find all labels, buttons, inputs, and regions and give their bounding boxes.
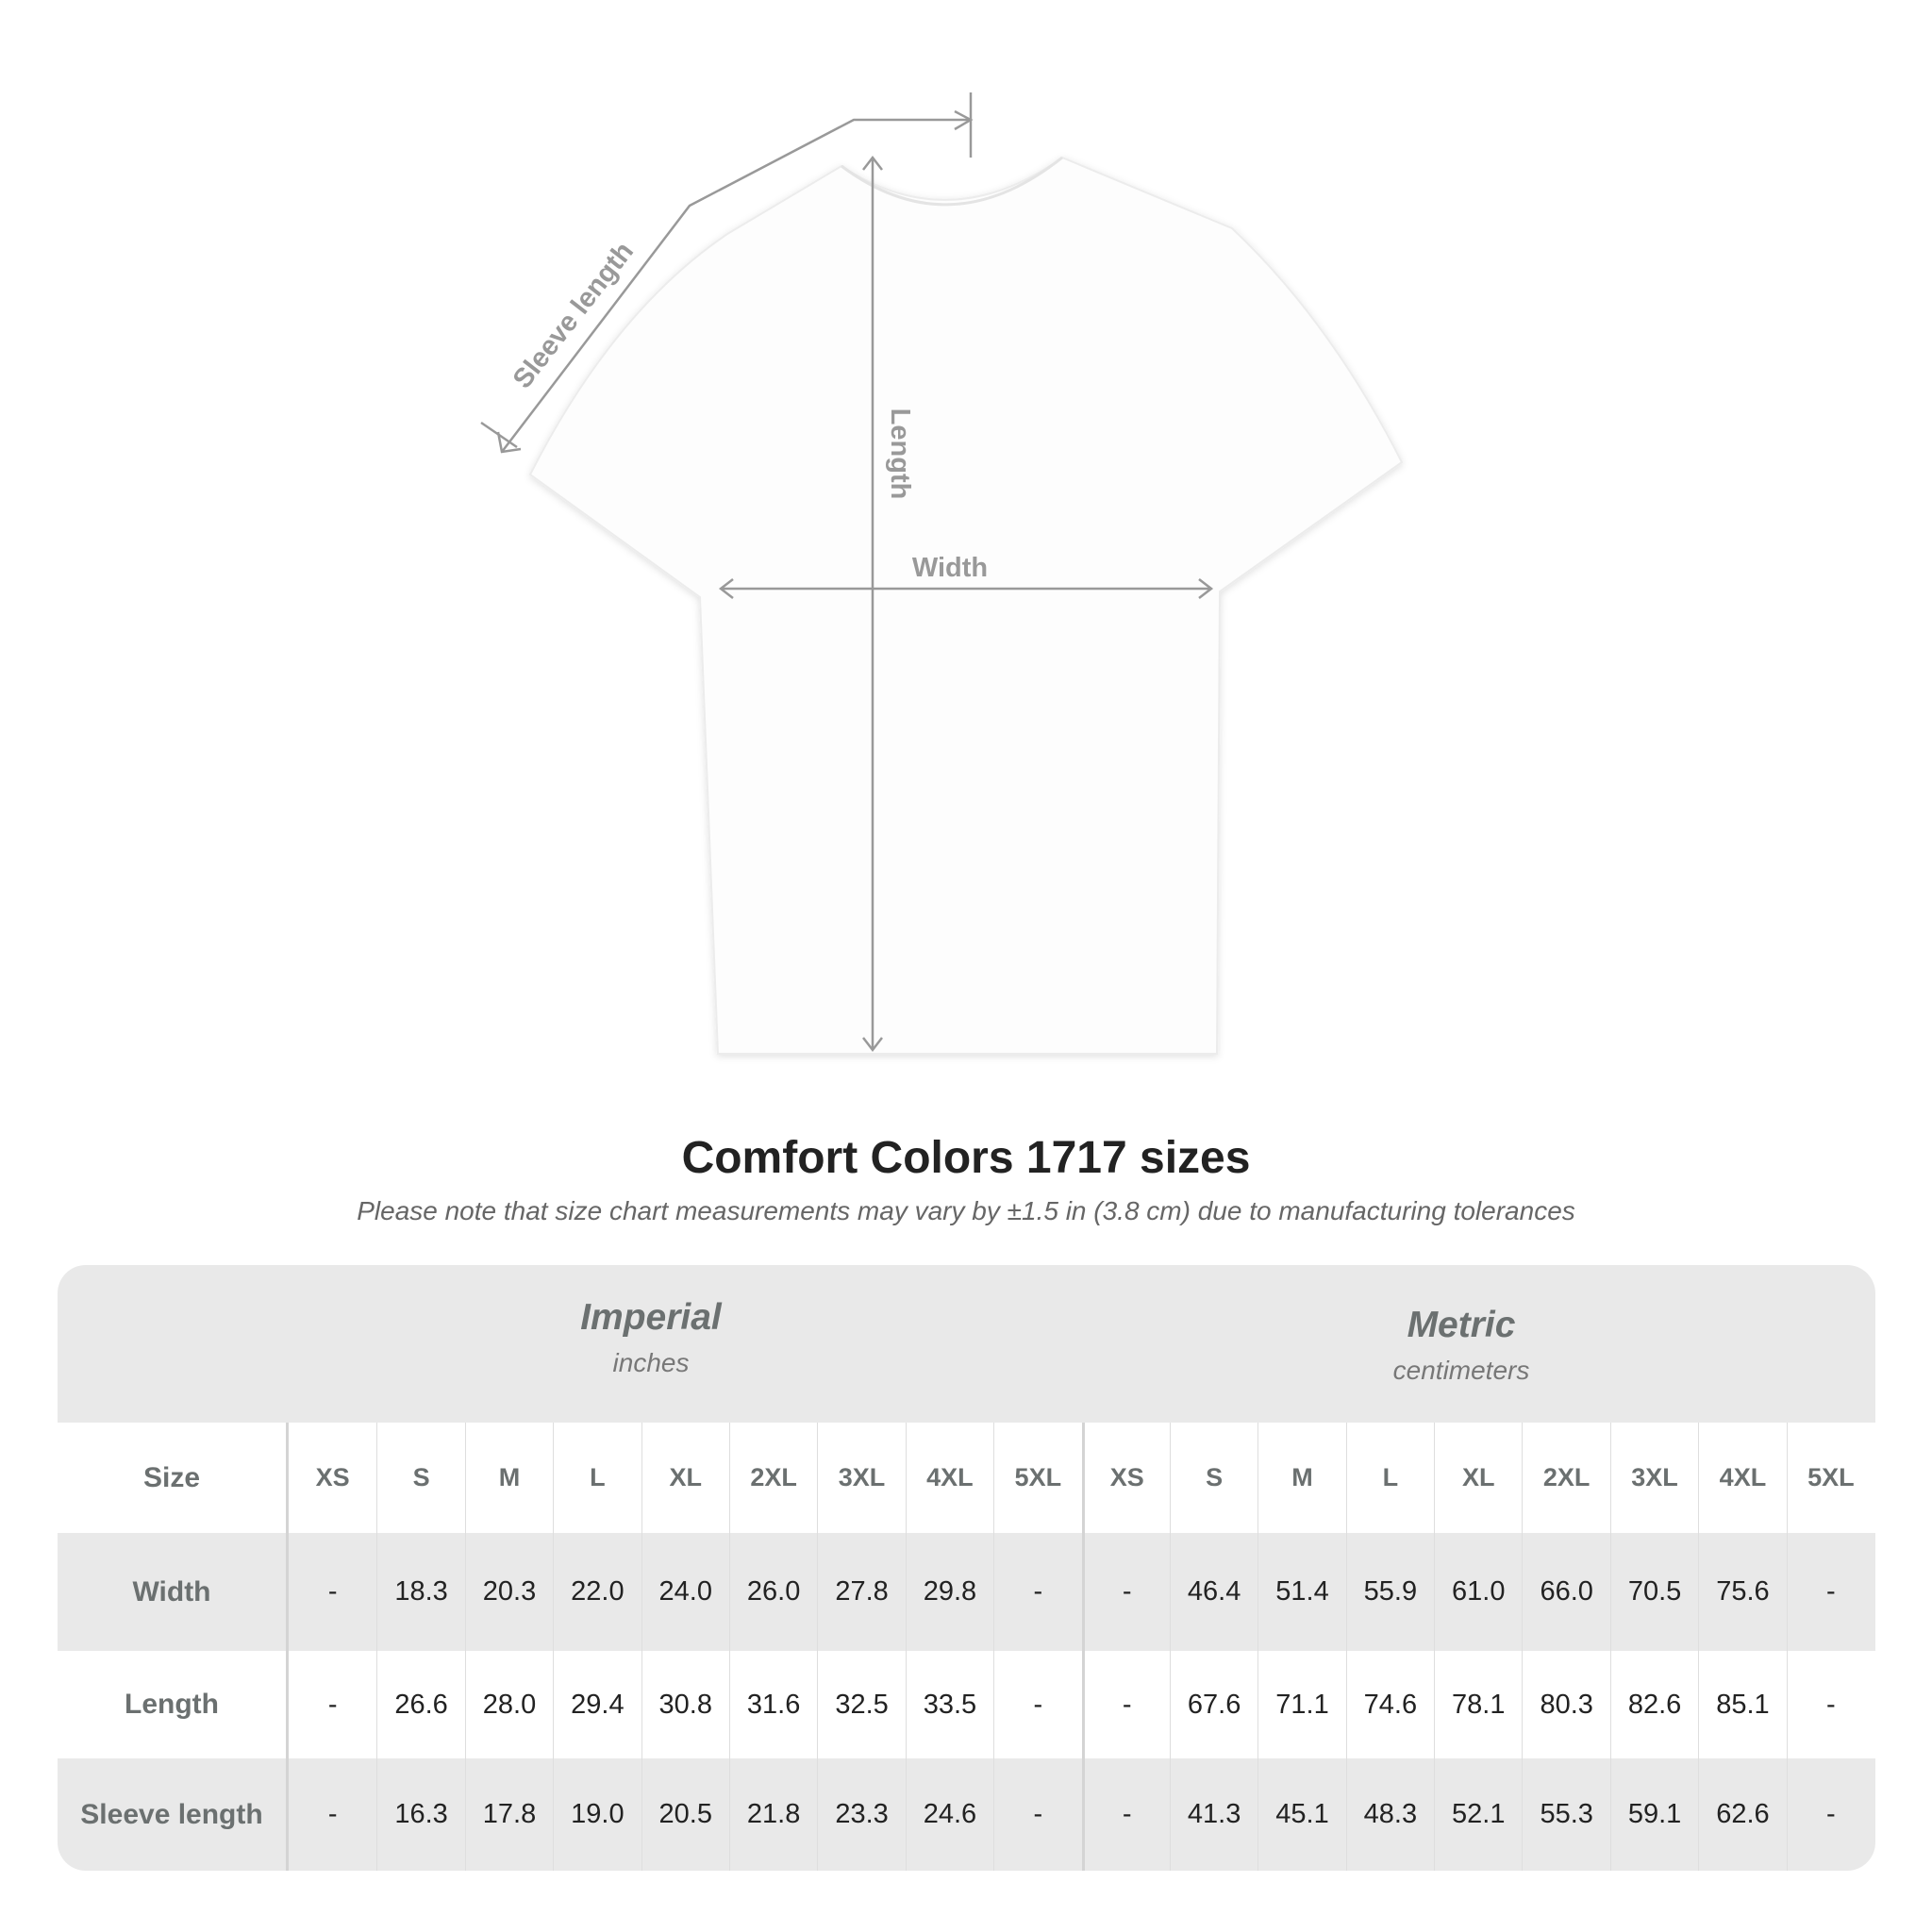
imperial-value-cell: 24.6 bbox=[905, 1758, 993, 1871]
imperial-size-3xl: 3XL bbox=[817, 1423, 905, 1533]
metric-value-cell: 66.0 bbox=[1522, 1533, 1609, 1651]
metric-size-s: S bbox=[1169, 1423, 1257, 1533]
metric-value-cell: 71.1 bbox=[1257, 1651, 1345, 1758]
imperial-unit: inches bbox=[612, 1348, 690, 1377]
metric-value-cell: - bbox=[1081, 1651, 1170, 1758]
imperial-size-s: S bbox=[376, 1423, 464, 1533]
imperial-size-l: L bbox=[553, 1423, 641, 1533]
metric-header: Metric centimeters bbox=[1084, 1305, 1839, 1386]
metric-value-cell: 41.3 bbox=[1169, 1758, 1257, 1871]
imperial-value-cell: 29.8 bbox=[905, 1533, 993, 1651]
metric-value-cell: 51.4 bbox=[1257, 1533, 1345, 1651]
metric-value-cell: 48.3 bbox=[1345, 1758, 1434, 1871]
row-label: Sleeve length bbox=[58, 1758, 289, 1871]
imperial-value-cell: 26.0 bbox=[728, 1533, 817, 1651]
metric-value-cell: 52.1 bbox=[1434, 1758, 1522, 1871]
imperial-value-cell: - bbox=[327, 1576, 338, 1607]
metric-value-cell: 55.3 bbox=[1522, 1758, 1609, 1871]
metric-title: Metric bbox=[1407, 1305, 1516, 1345]
metric-value-cell: 62.6 bbox=[1698, 1758, 1786, 1871]
imperial-size-m: M bbox=[464, 1423, 553, 1533]
imperial-value-cell: 19.0 bbox=[553, 1758, 641, 1871]
row-label: Width bbox=[58, 1533, 289, 1651]
imperial-value-cell: 31.6 bbox=[728, 1651, 817, 1758]
imperial-value-cell: 26.6 bbox=[376, 1651, 464, 1758]
imperial-header: Imperial inches bbox=[274, 1297, 1028, 1378]
row-label: Length bbox=[58, 1651, 289, 1758]
metric-value-cell: 82.6 bbox=[1609, 1651, 1698, 1758]
imperial-value-cell: 20.5 bbox=[641, 1758, 729, 1871]
table-row: Sleeve length - 16.3 17.8 19.0 20.5 21.8 23.3 24… bbox=[58, 1758, 1875, 1871]
metric-value-cell: 74.6 bbox=[1345, 1651, 1434, 1758]
metric-size-xs: XS bbox=[1081, 1423, 1170, 1533]
imperial-value-cell: 20.3 bbox=[464, 1533, 553, 1651]
table-row: Length -26.6 28.0 29.4 30.8 31.6 32.5 33.5- -67.… bbox=[58, 1651, 1875, 1758]
imperial-value-cell: 27.8 bbox=[817, 1533, 905, 1651]
metric-value-cell: 85.1 bbox=[1698, 1651, 1786, 1758]
metric-value-cell: 45.1 bbox=[1257, 1758, 1345, 1871]
imperial-value-cell: - bbox=[993, 1758, 1081, 1871]
imperial-value-cell: 30.8 bbox=[641, 1651, 729, 1758]
metric-size-3xl: 3XL bbox=[1609, 1423, 1698, 1533]
metric-size-5xl: 5XL bbox=[1786, 1423, 1874, 1533]
imperial-size-xs: XS bbox=[315, 1463, 350, 1491]
metric-value-cell: - bbox=[1786, 1533, 1874, 1651]
imperial-value-cell: - bbox=[993, 1651, 1081, 1758]
tshirt-diagram: Sleeve length Length Width bbox=[480, 92, 1404, 1055]
metric-size-2xl: 2XL bbox=[1522, 1423, 1609, 1533]
sleeve-length-line bbox=[501, 118, 971, 453]
imperial-size-xl: XL bbox=[641, 1423, 729, 1533]
size-header-row: Size XS S M L XL 2XL 3XL 4XL 5XL XS S M L XL 2XL 3XL 4XL 5… bbox=[58, 1423, 1875, 1533]
metric-value-cell: - bbox=[1081, 1533, 1170, 1651]
metric-value-cell: 67.6 bbox=[1169, 1651, 1257, 1758]
size-label: Size bbox=[58, 1423, 289, 1533]
imperial-title: Imperial bbox=[580, 1297, 722, 1338]
imperial-value-cell: 18.3 bbox=[376, 1533, 464, 1651]
width-label: Width bbox=[912, 553, 988, 583]
imperial-value-cell: 22.0 bbox=[553, 1533, 641, 1651]
metric-value-cell: 59.1 bbox=[1609, 1758, 1698, 1871]
imperial-value-cell: 32.5 bbox=[817, 1651, 905, 1758]
imperial-value-cell: - bbox=[327, 1689, 338, 1720]
tshirt-image bbox=[528, 156, 1404, 1055]
metric-unit: centimeters bbox=[1392, 1356, 1530, 1385]
page-title: Comfort Colors 1717 sizes bbox=[681, 1133, 1251, 1183]
metric-size-xl: XL bbox=[1434, 1423, 1522, 1533]
metric-value-cell: 75.6 bbox=[1698, 1533, 1786, 1651]
metric-value-cell: 61.0 bbox=[1434, 1533, 1522, 1651]
metric-size-4xl: 4XL bbox=[1698, 1423, 1786, 1533]
tolerance-note: Please note that size chart measurements… bbox=[357, 1196, 1575, 1225]
metric-value-cell: 80.3 bbox=[1522, 1651, 1609, 1758]
metric-size-m: M bbox=[1257, 1423, 1345, 1533]
imperial-value-cell: 23.3 bbox=[817, 1758, 905, 1871]
table-header-band bbox=[58, 1265, 1875, 1423]
table-row: Width -18.3 20.3 22.0 24.0 26.0 27.8 29.8- -46.4… bbox=[58, 1533, 1875, 1651]
imperial-value-cell: 33.5 bbox=[905, 1651, 993, 1758]
metric-value-cell: - bbox=[1786, 1758, 1874, 1871]
imperial-value-cell: 29.4 bbox=[553, 1651, 641, 1758]
imperial-value-cell: - bbox=[327, 1799, 338, 1829]
metric-value-cell: - bbox=[1786, 1651, 1874, 1758]
imperial-value-cell: 24.0 bbox=[641, 1533, 729, 1651]
metric-value-cell: 70.5 bbox=[1609, 1533, 1698, 1651]
imperial-value-cell: - bbox=[993, 1533, 1081, 1651]
metric-value-cell: - bbox=[1081, 1758, 1170, 1871]
imperial-value-cell: 21.8 bbox=[728, 1758, 817, 1871]
length-label: Length bbox=[885, 408, 915, 500]
imperial-size-5xl: 5XL bbox=[993, 1423, 1081, 1533]
size-chart-table: Imperial inches Metric centimeters Size X… bbox=[58, 1265, 1875, 1871]
metric-value-cell: 46.4 bbox=[1169, 1533, 1257, 1651]
imperial-value-cell: 16.3 bbox=[376, 1758, 464, 1871]
metric-value-cell: 78.1 bbox=[1434, 1651, 1522, 1758]
imperial-value-cell: 28.0 bbox=[464, 1651, 553, 1758]
imperial-size-4xl: 4XL bbox=[905, 1423, 993, 1533]
metric-size-l: L bbox=[1345, 1423, 1434, 1533]
metric-value-cell: 55.9 bbox=[1345, 1533, 1434, 1651]
imperial-size-2xl: 2XL bbox=[728, 1423, 817, 1533]
imperial-value-cell: 17.8 bbox=[464, 1758, 553, 1871]
